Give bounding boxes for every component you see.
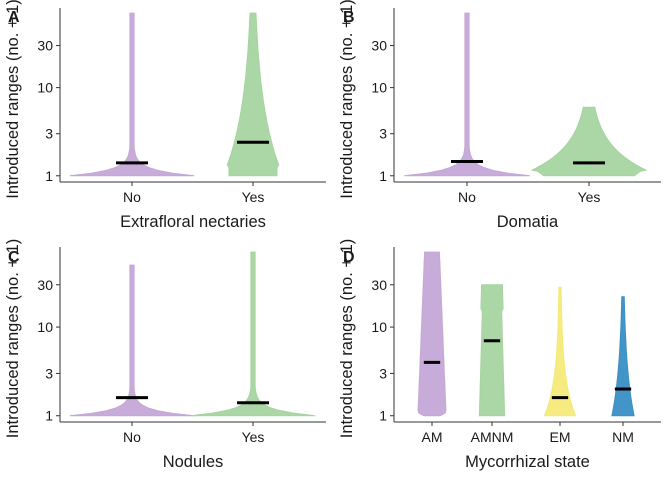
panel-c: 1 3 10 30 No Yes Nodules Introduced ranges (no.… — [4, 239, 326, 471]
x-tick-label: Yes — [242, 189, 265, 205]
panel-d: 1 3 10 30 AM AMNM EM NM Mycorrhizal state Introdu… — [338, 239, 661, 471]
x-tick-label: Yes — [242, 429, 265, 445]
panel-b: 1 3 10 30 No Yes Domatia Introduced ranges (no.… — [338, 0, 661, 231]
y-tick-label: 30 — [371, 38, 387, 54]
x-tick-label: NM — [612, 429, 634, 445]
y-tick-label: 3 — [45, 126, 53, 142]
violin-no — [69, 264, 195, 417]
violin-am — [417, 251, 447, 417]
violin-no — [404, 12, 530, 177]
y-tick-label: 1 — [45, 168, 53, 184]
y-tick-label: 3 — [379, 365, 387, 381]
x-axis-title: Mycorrhizal state — [465, 453, 590, 471]
y-tick-label: 1 — [379, 168, 387, 184]
y-axis-title: Introduced ranges (no. + 1) — [338, 0, 356, 199]
y-tick-label: 1 — [45, 408, 53, 424]
violin-nm — [611, 296, 635, 417]
x-axis-title: Domatia — [497, 213, 559, 231]
panel-a: 1 3 10 30 No Yes Extrafloral nectaries Introduc… — [4, 0, 326, 231]
y-tick-label: 3 — [379, 126, 387, 142]
y-tick-label: 10 — [37, 319, 53, 335]
violin-yes — [190, 251, 316, 417]
panel-tag: D — [343, 249, 355, 266]
y-tick-label: 1 — [379, 408, 387, 424]
x-axis-title: Extrafloral nectaries — [120, 213, 266, 231]
y-tick-label: 10 — [37, 80, 53, 96]
violin-no — [69, 12, 195, 177]
panel-tag: B — [343, 9, 355, 26]
y-axis-title: Introduced ranges (no. + 1) — [4, 0, 22, 199]
violin-yes — [226, 12, 280, 177]
panel-tag: A — [8, 9, 20, 26]
x-axis-title: Nodules — [163, 453, 224, 471]
y-tick-label: 30 — [37, 277, 53, 293]
x-tick-label: No — [123, 189, 141, 205]
x-tick-label: AM — [422, 429, 443, 445]
y-axis-title: Introduced ranges (no. + 1) — [338, 239, 356, 439]
x-tick-label: No — [123, 429, 141, 445]
y-tick-label: 30 — [371, 277, 387, 293]
violin-amnm — [478, 284, 506, 417]
y-tick-label: 3 — [45, 365, 53, 381]
x-tick-label: Yes — [578, 189, 601, 205]
y-tick-label: 10 — [371, 319, 387, 335]
x-tick-label: No — [458, 189, 476, 205]
y-axis-title: Introduced ranges (no. + 1) — [4, 239, 22, 439]
panel-tag: C — [8, 249, 20, 266]
violin-yes — [530, 106, 648, 177]
x-tick-label: AMNM — [471, 429, 514, 445]
violin-em — [543, 286, 577, 417]
y-tick-label: 10 — [371, 80, 387, 96]
y-tick-label: 30 — [37, 38, 53, 54]
x-tick-label: EM — [550, 429, 571, 445]
